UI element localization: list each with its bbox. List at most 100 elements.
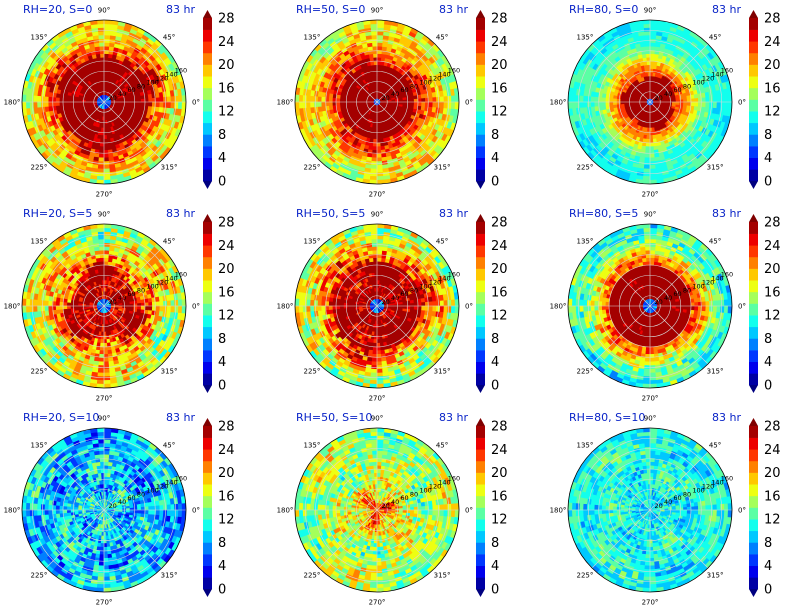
field-cell (417, 101, 423, 107)
field-cell (720, 101, 725, 109)
colorbar-tick-label: 0 (764, 175, 772, 190)
colorbar-segment (476, 134, 485, 147)
field-cell (103, 164, 111, 170)
field-cell (424, 101, 430, 107)
field-cell (320, 101, 326, 108)
field-cell (612, 98, 617, 103)
field-cell (99, 56, 105, 62)
field-cell (103, 157, 110, 162)
field-cell (646, 131, 651, 136)
colorbar-segment (749, 146, 758, 159)
field-cell (643, 164, 651, 170)
colorbar-segment (749, 64, 758, 77)
field-cell (103, 153, 110, 159)
radius-tick-label: 100 (146, 78, 158, 86)
polar-panel: RH=80, S=0 83 hr 20 40 60 80 100 120 140 160 0° 45°… (546, 0, 785, 204)
field-cell (402, 101, 408, 105)
colorbar-segment (476, 87, 485, 100)
panel-time-label: 83 hr (439, 3, 468, 16)
field-cell (159, 101, 164, 108)
field-cell (376, 56, 382, 62)
field-cell (36, 101, 42, 109)
field-cell (51, 101, 57, 107)
field-cell (371, 45, 378, 51)
colorbar-segment (749, 134, 758, 147)
angle-tick-label: 180° (550, 99, 567, 107)
field-cell (421, 101, 426, 107)
field-cell (376, 149, 382, 155)
field-cell (29, 95, 34, 103)
angular-gridline (103, 43, 163, 103)
field-cell (47, 96, 53, 103)
field-cell (25, 94, 31, 103)
colorbar-tick-label: 20 (764, 58, 781, 73)
colorbar-tick-label: 20 (218, 58, 235, 73)
colorbar-segment (749, 76, 758, 89)
field-cell (103, 49, 109, 55)
field-cell (376, 175, 385, 181)
field-cell (137, 101, 142, 106)
field-cell (642, 175, 651, 181)
angle-tick-label: 90° (98, 7, 110, 15)
field-cell (694, 97, 699, 103)
field-cell (376, 27, 384, 32)
field-cell (443, 101, 449, 109)
field-cell (376, 172, 384, 177)
colorbar-extend-max (476, 10, 485, 18)
field-cell (649, 30, 657, 36)
field-cell (374, 127, 378, 133)
field-cell (331, 97, 337, 103)
field-cell (376, 168, 384, 174)
field-cell (645, 149, 651, 155)
field-cell (647, 127, 651, 133)
field-cell (578, 101, 584, 109)
field-cell (582, 101, 588, 109)
field-cell (623, 99, 629, 103)
field-cell (324, 97, 330, 103)
field-cell (96, 175, 105, 181)
field-cell (170, 101, 176, 109)
field-cell (439, 101, 445, 109)
field-cell (99, 149, 105, 155)
field-cell (649, 75, 653, 81)
field-cell (103, 68, 108, 73)
field-cell (649, 168, 657, 174)
field-cell (373, 131, 378, 136)
field-cell (335, 98, 341, 103)
field-cell (593, 96, 599, 103)
radius-tick-label: 60 (400, 86, 408, 94)
field-cell (140, 101, 146, 106)
field-cell (643, 30, 651, 36)
field-cell (649, 42, 656, 47)
field-cell (129, 101, 135, 105)
field-cell (686, 101, 692, 106)
field-cell (649, 68, 654, 73)
polar-plot: 20 40 60 80 1001201401600°45°90°135°180°225°… (550, 7, 781, 199)
colorbar-segment (203, 157, 212, 170)
field-cell (697, 97, 703, 103)
field-cell (376, 146, 382, 151)
field-cell (36, 95, 42, 103)
field-cell (643, 27, 651, 32)
field-cell (649, 64, 654, 69)
colorbar-segment (476, 157, 485, 170)
field-cell (100, 138, 105, 144)
colorbar-tick-label: 12 (491, 105, 508, 120)
field-cell (44, 101, 49, 108)
field-cell (671, 101, 677, 105)
field-cell (644, 157, 651, 162)
colorbar-extend-min (203, 181, 212, 189)
field-cell (177, 94, 183, 103)
field-cell (376, 71, 380, 77)
field-cell (720, 95, 725, 103)
radius-tick-label: 160 (721, 67, 733, 75)
radius-tick-label: 80 (410, 82, 418, 90)
field-cell (32, 101, 38, 109)
field-cell (101, 127, 105, 133)
angle-tick-label: 0° (738, 99, 746, 107)
field-cell (99, 53, 105, 58)
polar-plot: 20 40 60 80 1001201401600°45°90°135°180°225°… (277, 7, 508, 199)
field-cell (97, 168, 105, 174)
radius-tick-label: 40 (118, 90, 126, 98)
radius-tick-label: 80 (683, 82, 691, 90)
